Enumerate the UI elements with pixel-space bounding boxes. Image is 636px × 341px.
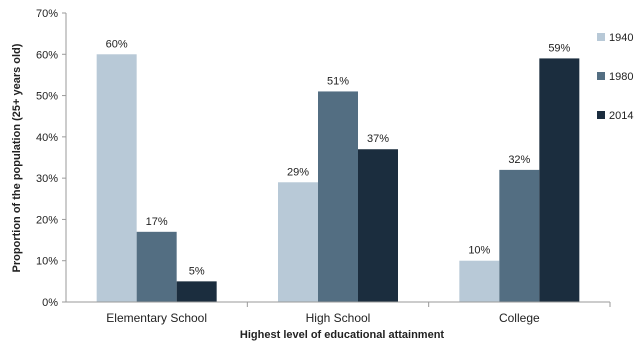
data-label: 37% xyxy=(367,133,389,145)
y-tick-label: 10% xyxy=(36,256,58,268)
data-label: 60% xyxy=(106,38,128,50)
x-axis-title: Highest level of educational attainment xyxy=(240,329,444,341)
data-label: 17% xyxy=(146,216,168,228)
bar-1940-0 xyxy=(96,54,137,303)
y-tick-label: 20% xyxy=(36,214,58,226)
bar-1940-2 xyxy=(459,260,500,302)
legend-label: 1980 xyxy=(609,71,633,83)
category-label: Elementary School xyxy=(106,311,207,325)
data-label: 5% xyxy=(189,265,205,277)
legend-swatch-2014 xyxy=(597,111,605,119)
bar-1940-1 xyxy=(278,182,318,302)
y-tick-label: 60% xyxy=(36,49,58,61)
bar-2014-2 xyxy=(539,58,580,302)
bar-2014-0 xyxy=(176,281,217,302)
y-axis-title: Proportion of the population (25+ years … xyxy=(11,43,23,272)
legend: 1940 1980 2014 xyxy=(597,32,633,122)
bar-2014-1 xyxy=(358,149,398,302)
data-label: 51% xyxy=(327,75,349,87)
y-axis: 0% 10% 20% 30% 40% 50% 60% 70% xyxy=(36,8,67,309)
data-label: 59% xyxy=(548,42,570,54)
bars: 60% 17% 5% 29% 51% 37% 10% 32% 59% xyxy=(96,38,580,303)
legend-swatch-1940 xyxy=(597,33,605,41)
x-axis: Elementary School High School College xyxy=(66,301,611,325)
category-label: College xyxy=(499,311,540,325)
y-tick-label: 50% xyxy=(36,91,58,103)
legend-swatch-1980 xyxy=(597,72,605,80)
bar-1980-0 xyxy=(136,231,177,302)
y-tick-label: 40% xyxy=(36,132,58,144)
bar-1980-2 xyxy=(499,169,540,302)
data-label: 29% xyxy=(287,166,309,178)
data-label: 10% xyxy=(468,245,490,257)
legend-label: 1940 xyxy=(609,32,633,44)
category-label: High School xyxy=(306,311,371,325)
legend-label: 2014 xyxy=(609,110,633,122)
y-tick-label: 30% xyxy=(36,173,58,185)
bar-1980-1 xyxy=(318,91,358,302)
y-tick-label: 70% xyxy=(36,8,58,20)
data-label: 32% xyxy=(508,154,530,166)
y-tick-label: 0% xyxy=(42,297,58,309)
